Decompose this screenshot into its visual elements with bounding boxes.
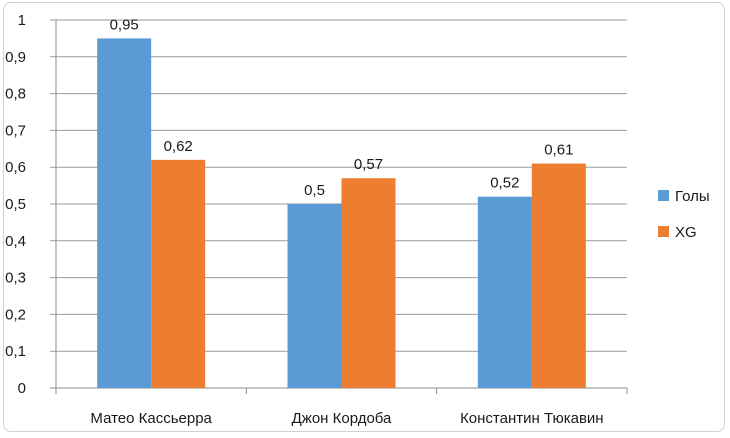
x-category-label: Джон Кордоба [292,410,392,427]
bar-xg [341,178,396,388]
y-tick-label: 0,2 [5,306,26,323]
x-axis-categories: Матео Кассьерра Джон Кордоба Константин Тю… [90,410,603,427]
data-label: 0,61 [544,142,573,159]
data-labels: 0,95 0,62 0,5 0,57 0,52 0,61 [110,16,574,199]
bar-xg [531,163,586,388]
bar-goals [477,196,532,388]
data-label: 0,5 [304,182,325,199]
y-tick-label: 0,9 [5,49,26,66]
bar-xg [151,159,206,388]
data-label: 0,57 [354,156,383,173]
chart-container: 0 0,1 0,2 0,3 0,4 0,5 0,6 0,7 0,8 0,9 1 0,95 0,62 0,… [3,2,725,432]
y-tick-label: 0,7 [5,122,26,139]
bar-chart: 00,10,20,30,40,50,60,70,80,91 0,950,620,… [5,12,710,427]
y-tick-label: 1 [18,12,26,29]
data-label: 0,95 [110,16,139,33]
data-label: 0,62 [164,138,193,155]
x-category-label: Константин Тюкавин [460,410,604,427]
bars [97,38,586,389]
bar-goals [97,38,152,389]
legend-swatch [658,226,669,237]
legend-label: Голы [675,188,710,205]
y-tick-label: 0,3 [5,270,26,287]
y-tick-label: 0 [18,380,26,397]
y-tick-label: 0,6 [5,159,26,176]
y-tick-label: 0,8 [5,86,26,103]
legend-label: XG [675,224,697,241]
x-category-label: Матео Кассьерра [90,410,212,427]
bar-goals [287,204,342,388]
legend-swatch [658,190,669,201]
y-tick-label: 0,1 [5,343,26,360]
y-tick-label: 0,4 [5,233,26,250]
data-label: 0,52 [490,175,519,192]
y-axis-ticks: 0 0,1 0,2 0,3 0,4 0,5 0,6 0,7 0,8 0,9 1 [5,12,26,397]
y-tick-label: 0,5 [5,196,26,213]
legend: Голы XG [658,188,710,241]
